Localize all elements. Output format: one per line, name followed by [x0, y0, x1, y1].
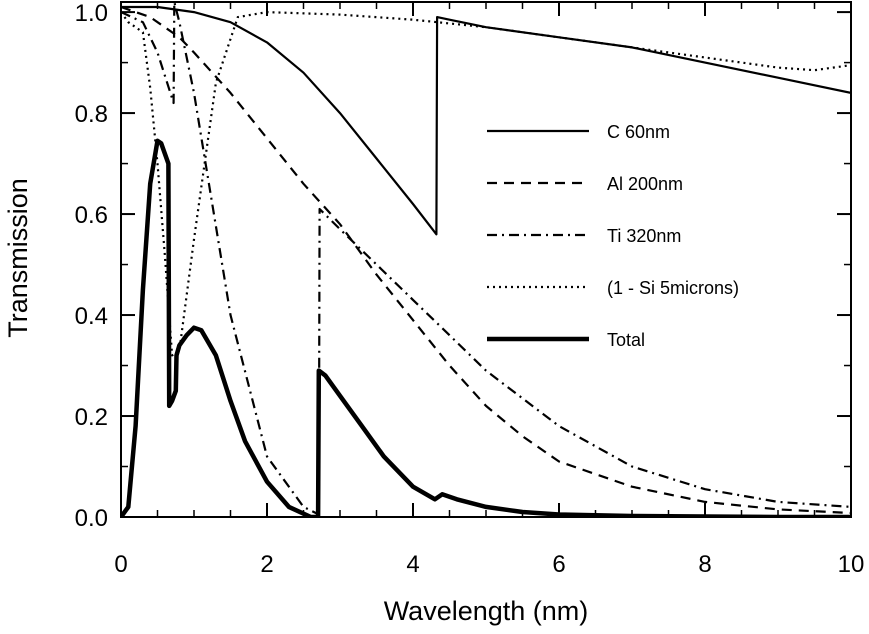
legend-label-1: Al 200nm: [607, 174, 683, 194]
axes: 0 2 4 6 8 10 0.0 0.2 0.4 0.6 0.8 1.0: [75, 0, 865, 578]
y-axis-title: Transmission: [3, 178, 33, 338]
series-line-0: [121, 5, 851, 236]
y-tick-label: 0.8: [75, 101, 108, 128]
plot-frame: [120, 1, 852, 518]
legend-label-4: Total: [607, 330, 645, 350]
y-tick-label: 0.6: [75, 202, 108, 229]
series-line-1: [121, 5, 851, 515]
series-line-4: [121, 138, 851, 517]
x-tick-label: 4: [406, 551, 419, 578]
legend: C 60nm Al 200nm Ti 320nm (1 - Si 5microns) T…: [487, 122, 739, 350]
x-tick-label: 2: [260, 551, 273, 578]
y-tick-label: 0.0: [75, 505, 108, 532]
legend-label-3: (1 - Si 5microns): [607, 278, 739, 298]
x-tick-label: 8: [698, 551, 711, 578]
series-layer: [121, 2, 851, 517]
x-tick-label: 6: [552, 551, 565, 578]
series-line-3: [121, 11, 851, 357]
series-line-2: [121, 2, 851, 516]
y-tick-label: 1.0: [75, 0, 108, 27]
legend-label-0: C 60nm: [607, 122, 670, 142]
x-tick-label: 10: [838, 551, 865, 578]
plot-area: [120, 1, 852, 518]
x-axis-title: Wavelength (nm): [384, 596, 589, 626]
y-tick-label: 0.4: [75, 303, 108, 330]
x-tick-label: 0: [114, 551, 127, 578]
legend-label-2: Ti 320nm: [607, 226, 681, 246]
y-tick-label: 0.2: [75, 404, 108, 431]
